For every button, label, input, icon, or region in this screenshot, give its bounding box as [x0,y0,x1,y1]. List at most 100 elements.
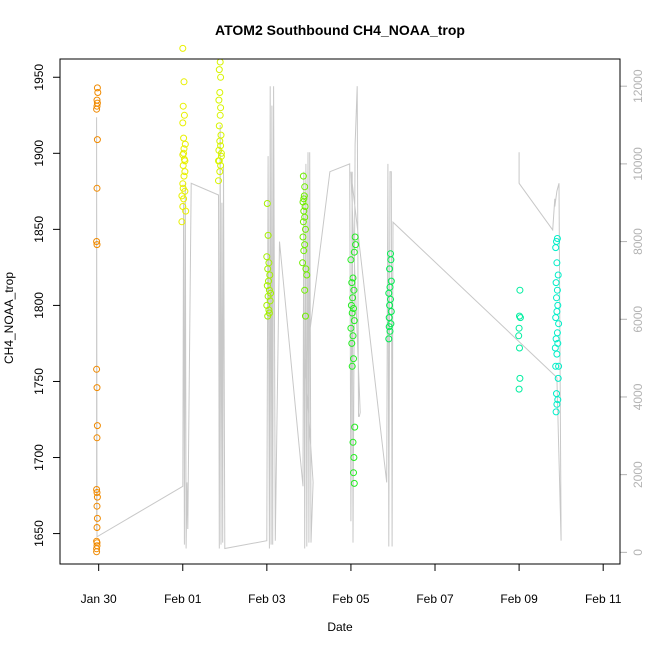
data-point [93,84,101,92]
data-point [350,479,358,487]
data-point [553,400,561,408]
x-tick-label: Feb 07 [416,592,454,606]
data-point [347,324,355,332]
data-point [93,542,101,550]
data-point [93,99,101,107]
data-point [554,301,562,309]
y2-tick-label: 0 [631,549,645,556]
data-point [93,502,101,510]
data-point [264,231,272,239]
data-point [349,332,357,340]
data-point [385,323,393,331]
y2-tick-label: 8000 [631,228,645,255]
data-point [93,241,101,249]
data-point [179,102,187,110]
x-tick-label: Jan 30 [81,592,117,606]
data-point [347,256,355,264]
data-point [93,493,101,501]
y2-tick-label: 2000 [631,461,645,488]
data-point [515,324,523,332]
data-point [215,122,223,130]
data-point [554,374,562,382]
data-point [553,235,561,242]
data-point [93,96,101,104]
data-point [387,308,395,315]
data-point [179,180,187,188]
data-point [180,111,188,119]
y-tick-label: 1800 [32,292,46,319]
data-point [93,486,101,493]
data-point [180,78,188,86]
data-point [552,314,560,322]
data-point [348,309,356,317]
data-point [516,344,523,352]
y-tick-label: 1850 [32,216,46,243]
data-point [350,355,357,363]
data-point [301,286,309,294]
data-point [265,259,273,267]
secondary-series-line [96,86,562,550]
data-point [93,238,101,245]
data-point [348,279,356,287]
data-point [553,238,560,245]
data-point [350,286,358,294]
data-point [178,192,186,200]
plot-area: 1650 1700 1750 1800 1850 1900 1950 0 2000 4000 600… [32,44,645,606]
data-point [385,314,393,322]
data-point [552,279,560,287]
data-point [349,438,357,446]
data-point [215,66,223,74]
data-point [553,329,561,337]
data-point [301,241,309,249]
data-point [263,282,271,290]
data-point [299,233,307,241]
data-point [553,286,561,294]
data-point [303,271,311,279]
data-point [350,454,358,461]
data-point [516,286,524,294]
x-axis-label: Date [327,620,353,634]
data-point [263,253,271,261]
data-point [348,362,356,370]
data-point [387,277,395,285]
data-point [347,301,355,309]
data-point [352,241,360,249]
data-point [93,384,101,392]
data-point [348,339,356,347]
data-point [93,489,101,496]
data-point [350,248,358,256]
data-point [178,218,186,226]
data-point [93,524,101,531]
x-tick-label: Feb 09 [500,592,538,606]
data-point [181,157,189,165]
data-point [179,44,187,52]
data-point [93,136,101,144]
data-point [385,289,393,297]
data-point [386,265,394,273]
data-point [302,225,309,233]
data-point [266,271,274,279]
data-point [217,142,225,150]
data-point [301,183,309,191]
data-point [551,344,559,352]
x-tick-label: Feb 03 [248,592,286,606]
data-point [515,385,523,393]
data-point [94,89,102,96]
data-point [351,233,359,241]
y2-tick-label: 6000 [631,306,645,333]
data-point [553,294,560,302]
data-point [552,244,560,252]
data-point [552,362,560,370]
y-tick-label: 1650 [32,520,46,547]
data-point [181,168,189,176]
data-point [555,320,563,328]
data-point [349,294,357,302]
data-point [215,96,223,104]
data-point [217,73,225,81]
data-point [216,111,224,119]
data-point [181,140,189,148]
data-point [265,309,273,317]
data-point [387,295,394,303]
y2-tick-label: 12000 [631,69,645,103]
data-point [387,250,394,258]
